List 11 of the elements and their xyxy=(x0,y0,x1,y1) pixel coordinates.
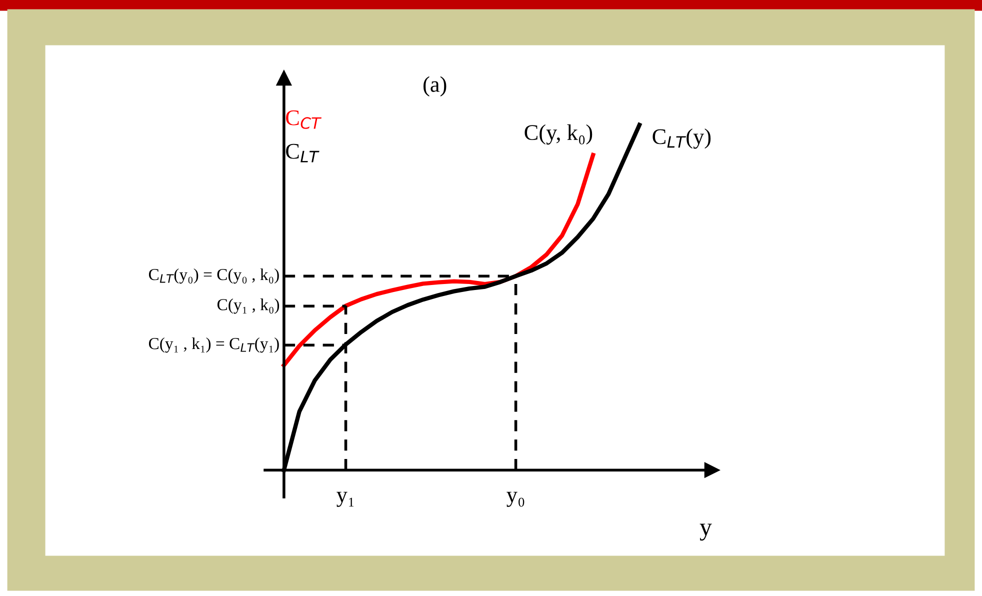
y-axis-title: C$_{LT}$ xyxy=(286,144,320,162)
series-label: C$_{LT}$(y) xyxy=(652,128,711,149)
ref-line-label: C(y₁ , k₀) xyxy=(217,298,280,314)
x-axis-title: y xyxy=(700,524,712,541)
series-label: C(y, k₀) xyxy=(524,124,592,145)
chart-title: (a) xyxy=(424,76,446,96)
ref-line-label: C$_{LT}$(y₀) = C(y₀ , k₀) xyxy=(148,268,279,284)
ref-line-label: C(y₁ , k₁) = C$_{LT}$(y₁) xyxy=(148,337,279,353)
x-tick-label: y₀ xyxy=(506,492,524,507)
x-tick-label: y₁ xyxy=(336,492,354,507)
annotation: C$_{CT}$ xyxy=(286,110,322,129)
